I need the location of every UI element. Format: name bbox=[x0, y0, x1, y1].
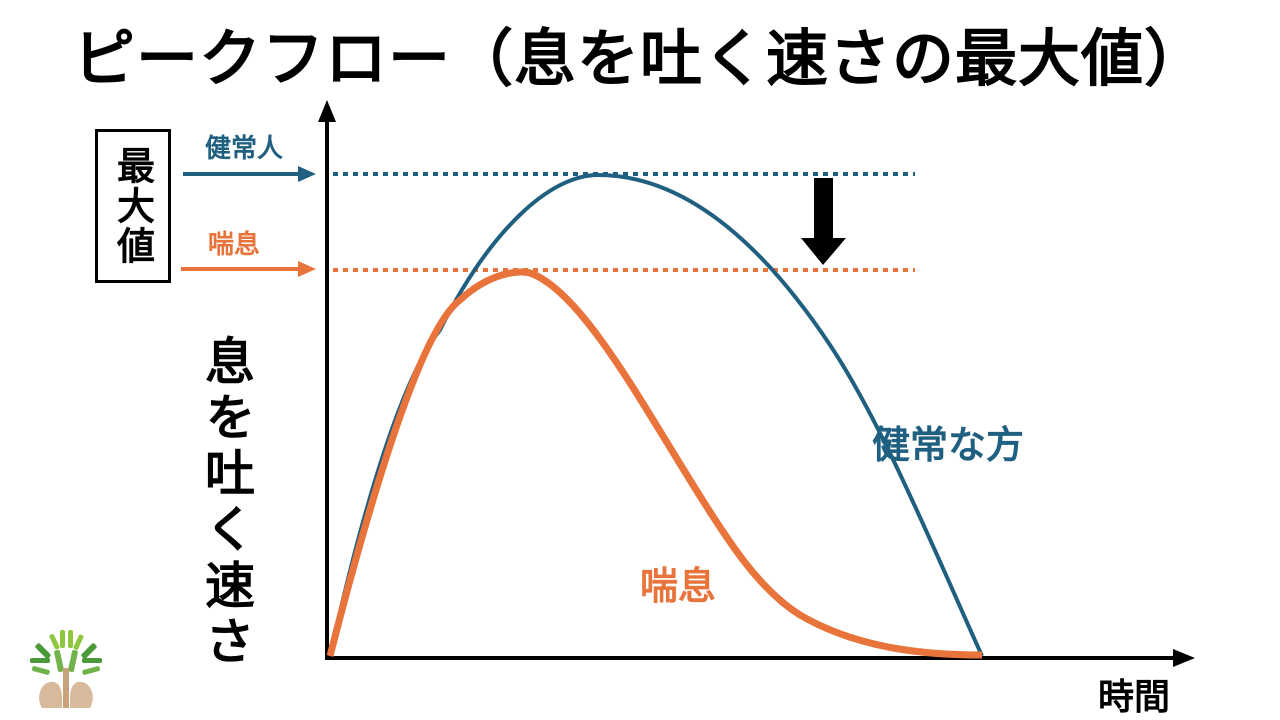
y-axis-label: 息を吐く速さ bbox=[197, 335, 255, 671]
x-axis-arrowhead bbox=[1173, 649, 1195, 667]
healthy-peak-arrowhead bbox=[298, 166, 316, 182]
healthy-curve-label: 健常な方 bbox=[872, 423, 1025, 467]
page-title: ピークフロー（息を吐く速さの最大値） bbox=[72, 22, 1207, 95]
asthma-curve-label: 喘息 bbox=[640, 564, 717, 608]
healthy-peak-label: 健常人 bbox=[205, 134, 284, 164]
down-arrow-icon bbox=[801, 178, 846, 265]
max-value-box: 最大値 bbox=[95, 129, 171, 283]
asthma-peak-label: 喘息 bbox=[208, 230, 261, 260]
tree-logo-icon bbox=[30, 630, 102, 708]
asthma-curve bbox=[326, 268, 983, 659]
x-axis-label: 時間 bbox=[1098, 677, 1171, 718]
max-value-label: 最大値 bbox=[110, 146, 155, 266]
asthma-peak-arrowhead bbox=[298, 261, 316, 277]
y-axis-arrowhead bbox=[318, 100, 336, 122]
